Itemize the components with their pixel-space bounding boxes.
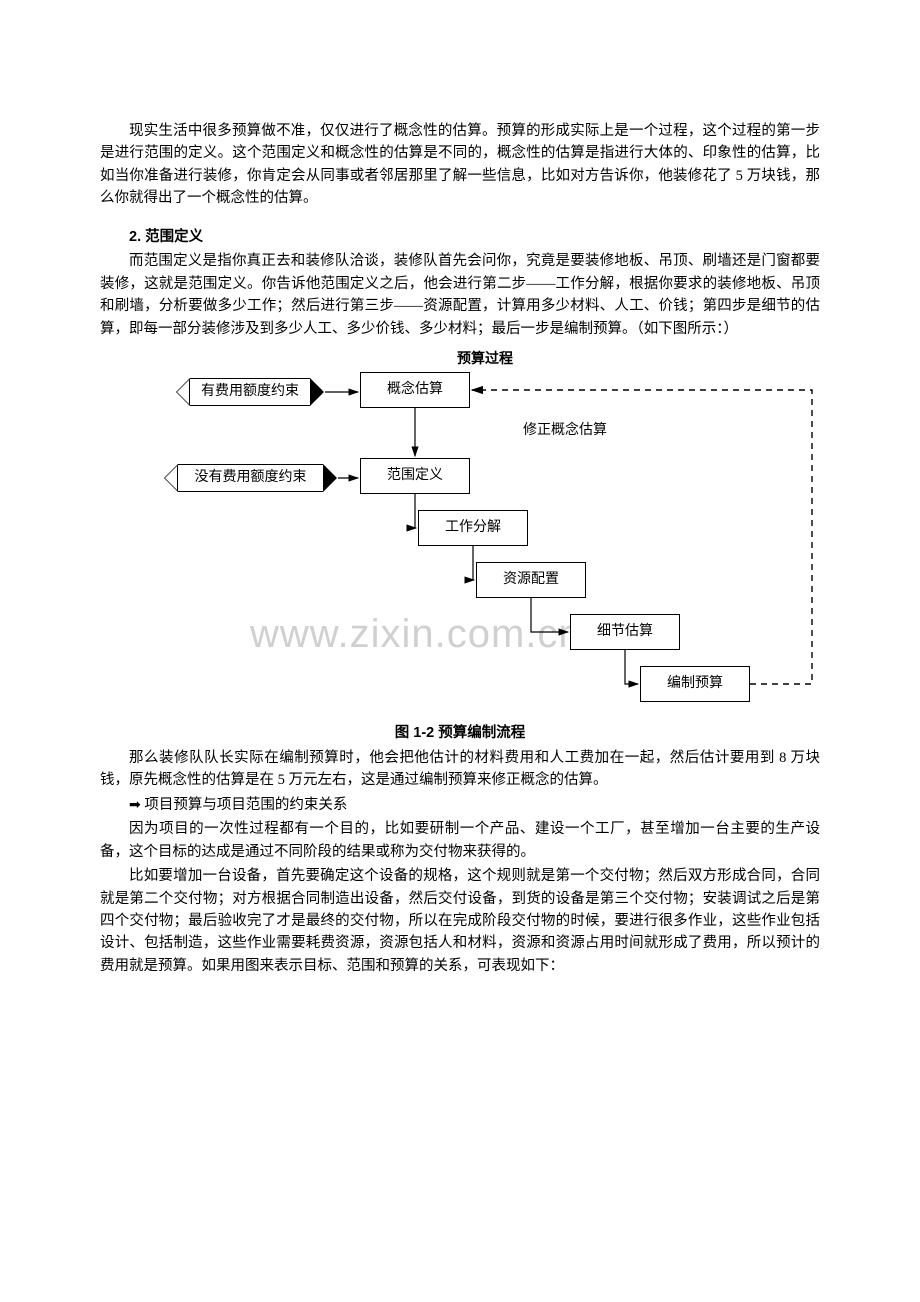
flow-node-budget: 编制预算 (640, 666, 750, 702)
budget-flowchart: www.zixin.com.cn 预算过程 (100, 348, 820, 718)
flow-decision-label: 没有费用额度约束 (195, 467, 307, 489)
bullet-text: 项目预算与项目范围的约束关系 (144, 797, 347, 813)
flow-node-wbs: 工作分解 (418, 510, 528, 546)
arrow-right-icon: ➡ (129, 796, 141, 812)
paragraph-purpose: 因为项目的一次性过程都有一个目的，比如要研制一个产品、建设一个工厂，甚至增加一台… (100, 818, 820, 863)
flow-node-resource: 资源配置 (476, 562, 586, 598)
heading-scope-def: 2. 范围定义 (100, 226, 820, 248)
flow-decision-has-budget: 有费用额度约束 (190, 378, 310, 406)
flow-title: 预算过程 (440, 348, 530, 370)
figure-caption: 图 1-2 预算编制流程 (100, 722, 820, 744)
flow-label-fix: 修正概念估算 (505, 420, 625, 442)
flow-decision-label: 有费用额度约束 (201, 381, 299, 403)
flow-node-concept: 概念估算 (360, 372, 470, 408)
paragraph-deliverables: 比如要增加一台设备，首先要确定这个设备的规格，这个规则就是第一个交付物；然后双方… (100, 865, 820, 977)
flow-node-scope: 范围定义 (360, 458, 470, 494)
flow-decision-no-budget: 没有费用额度约束 (178, 464, 323, 492)
paragraph-intro: 现实生活中很多预算做不准，仅仅进行了概念性的估算。预算的形成实际上是一个过程，这… (100, 120, 820, 210)
document-page: 现实生活中很多预算做不准，仅仅进行了概念性的估算。预算的形成实际上是一个过程，这… (0, 0, 920, 1302)
paragraph-after-chart: 那么装修队队长实际在编制预算时，他会把他估计的材料费用和人工费加在一起，然后估计… (100, 747, 820, 792)
bullet-relation: ➡ 项目预算与项目范围的约束关系 (100, 794, 820, 816)
flow-node-detail: 细节估算 (570, 614, 680, 650)
paragraph-scope: 而范围定义是指你真正去和装修队洽谈，装修队首先会问你，究竟是要装修地板、吊顶、刷… (100, 250, 820, 340)
